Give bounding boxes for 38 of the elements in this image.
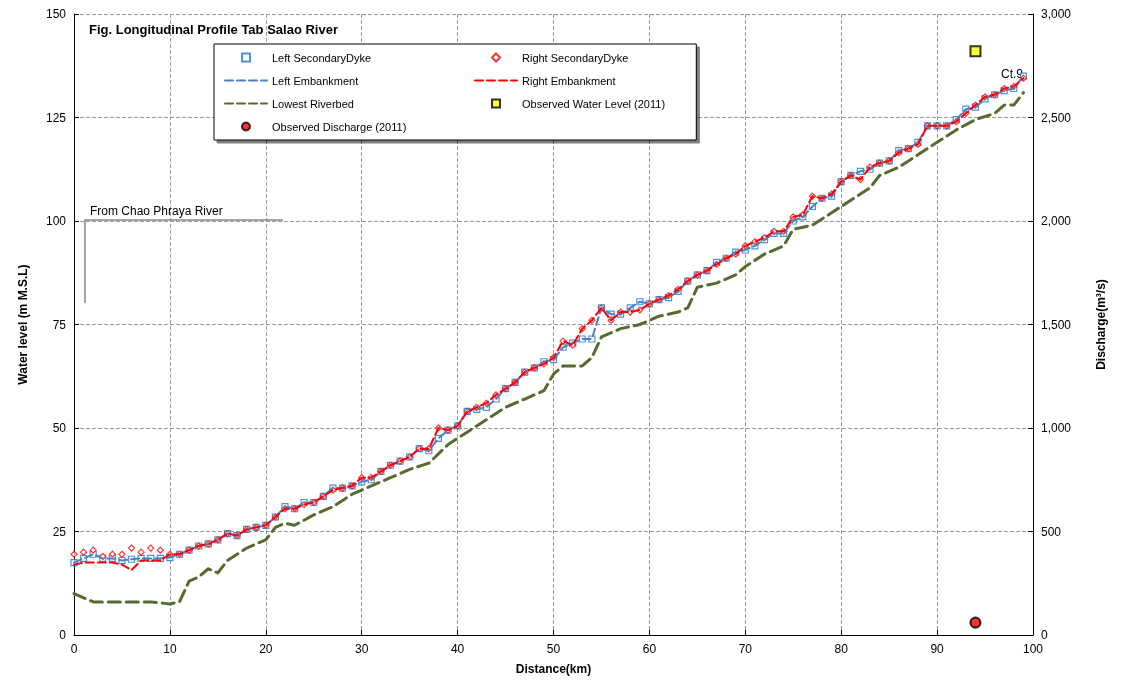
y2-tick-label: 2,500 (1041, 110, 1072, 125)
legend-label: Left Embankment (272, 74, 359, 87)
y2-axis-title: Discharge(m³/s) (1094, 279, 1108, 370)
y2-tick-label: 2,000 (1041, 214, 1072, 228)
x-tick-label: 0 (70, 642, 78, 656)
x-tick-label: 60 (642, 642, 657, 656)
x-tick-label: 30 (355, 642, 369, 656)
y-axis-title: Water level (m M.S.L) (16, 264, 30, 385)
y2-tick-label: 0 (1041, 628, 1048, 642)
x-tick-label: 40 (450, 642, 465, 656)
y-tick-label: 75 (52, 317, 67, 332)
y-tick-label: 0 (59, 628, 67, 642)
text: Fig. Longitudinal Profile Tab Salao River (89, 22, 338, 37)
y-tick-label: 100 (45, 214, 67, 228)
y2-tick-label: 1,500 (1041, 317, 1072, 332)
x-axis-title: Distance(km) (515, 662, 592, 676)
y-tick-label: 150 (45, 7, 67, 21)
legend-label: Observed Water Level (2011) (522, 97, 666, 110)
annotation: From Chao Phraya River (90, 204, 223, 218)
y2-tick-label: 1,000 (1041, 421, 1072, 435)
y2-tick-label: 3,000 (1041, 7, 1072, 21)
y-tick-label: 50 (52, 421, 67, 435)
legend-label: Right Embankment (522, 74, 616, 87)
x-tick-label: 20 (259, 642, 273, 656)
x-tick-label: 90 (930, 642, 945, 656)
legend-label: Left SecondaryDyke (272, 51, 372, 64)
y-tick-label: 25 (52, 524, 67, 539)
x-tick-label: 10 (163, 642, 177, 656)
x-tick-label: 70 (738, 642, 753, 656)
x-tick-label: 80 (834, 642, 849, 656)
legend-label: Observed Discharge (2011) (272, 120, 407, 133)
x-tick-label: 100 (1022, 642, 1044, 656)
y2-tick-label: 500 (1041, 524, 1062, 539)
legend-label: Right SecondaryDyke (522, 51, 629, 64)
legend-label: Lowest Riverbed (272, 97, 354, 110)
annotation: Ct.9 (1000, 67, 1024, 81)
x-tick-label: 50 (546, 642, 561, 656)
y-tick-label: 125 (45, 110, 67, 125)
